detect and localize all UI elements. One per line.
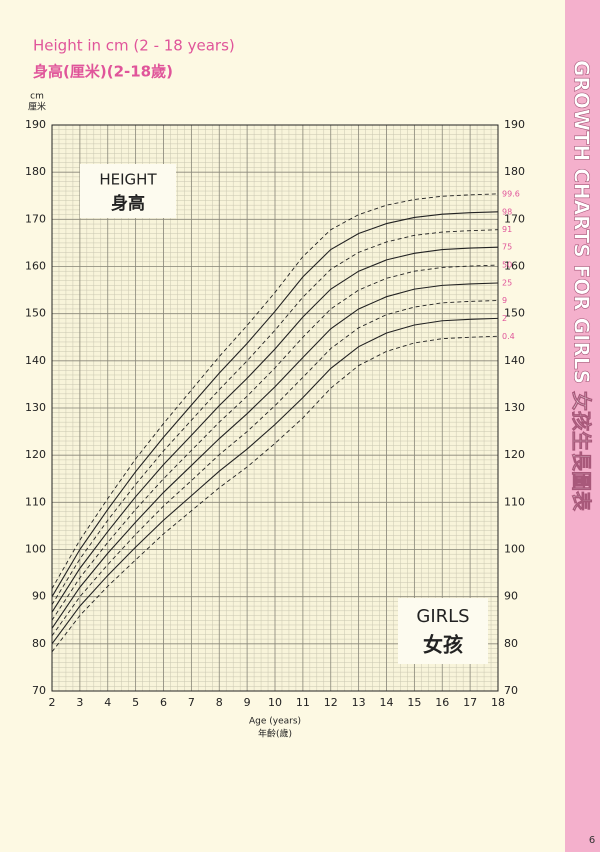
y-tick-label-right: 130 [504, 401, 525, 414]
x-label: Age (years) [249, 717, 301, 727]
y-tick-label: 80 [32, 637, 46, 650]
x-tick-label: 16 [435, 696, 449, 709]
x-tick-label: 18 [491, 696, 505, 709]
x-tick-label: 10 [268, 696, 282, 709]
x-tick-label: 15 [407, 696, 421, 709]
y-tick-label: 180 [25, 165, 46, 178]
percentile-label: 98 [502, 207, 512, 216]
chart-title: Height in cm (2 - 18 years) [33, 37, 235, 55]
x-tick-label: 2 [49, 696, 56, 709]
x-tick-label: 4 [104, 696, 111, 709]
plot-border [51, 124, 499, 692]
x-tick-label: 9 [244, 696, 251, 709]
percentile-label: 75 [502, 243, 512, 252]
side-title: GROWTH CHARTS FOR GIRLS 女孩生長圖表 [570, 60, 594, 512]
sex-label-zh: 女孩 [423, 633, 463, 657]
x-tick-label: 6 [160, 696, 167, 709]
y-tick-label-right: 100 [504, 543, 525, 556]
y-tick-label-right: 140 [504, 354, 525, 367]
x-tick-label: 5 [132, 696, 139, 709]
percentile-line [51, 300, 499, 637]
y-tick-label: 140 [25, 354, 46, 367]
x-tick-label: 17 [463, 696, 477, 709]
y-tick-label-right: 160 [504, 260, 525, 273]
percentile-label: 9 [502, 296, 507, 305]
y-tick-label: 190 [25, 118, 46, 131]
x-tick-label: 11 [296, 696, 310, 709]
y-tick-label: 110 [25, 495, 46, 508]
y-tick-label-right: 110 [504, 495, 525, 508]
y-tick-label-right: 150 [504, 307, 525, 320]
y-tick-label-right: 90 [504, 590, 518, 603]
y-tick-label: 70 [32, 684, 46, 697]
y-tick-label: 150 [25, 307, 46, 320]
y-tick-label-right: 120 [504, 448, 525, 461]
percentile-line [51, 335, 499, 653]
y-tick-label-right: 180 [504, 165, 525, 178]
x-tick-label: 12 [324, 696, 338, 709]
x-tick-label: 14 [380, 696, 394, 709]
y-tick-label-right: 190 [504, 118, 525, 131]
percentile-line [51, 264, 499, 621]
y-tick-label: 170 [25, 212, 46, 225]
percentile-label: 91 [502, 225, 512, 234]
x-tick-label: 3 [76, 696, 83, 709]
sidebar [565, 0, 600, 852]
y-tick-label-right: 170 [504, 212, 525, 225]
y-tick-label: 100 [25, 543, 46, 556]
percentile-label: 2 [502, 314, 507, 323]
y-tick-label-right: 80 [504, 637, 518, 650]
box-label-zh: 身高 [111, 193, 145, 214]
percentile-label: 25 [502, 279, 512, 288]
percentile-line [51, 246, 499, 613]
percentile-line [51, 211, 499, 597]
box-label: HEIGHT [99, 171, 157, 189]
y-unit-zh: 厘米 [28, 101, 46, 113]
girls-box [398, 598, 488, 664]
x-tick-label: 13 [352, 696, 366, 709]
sex-label: GIRLS [416, 606, 469, 627]
y-unit: cm [30, 92, 44, 102]
x-tick-label: 8 [216, 696, 223, 709]
percentile-line [51, 193, 499, 589]
percentile-label: 99.6 [502, 189, 520, 198]
percentile-line [51, 282, 499, 629]
y-tick-label-right: 70 [504, 684, 518, 697]
page-number: 6 [589, 835, 595, 846]
height-box [80, 164, 176, 218]
percentile-label: 50 [502, 261, 512, 270]
chart-subtitle: 身高(厘米)(2-18歲) [33, 63, 173, 81]
plot: 70 70 80 80 90 90 100 100 110 110 120 120 130 130 140 1… [25, 118, 525, 709]
x-label-zh: 年齡(歲) [258, 728, 292, 740]
percentile-label: 0.4 [502, 332, 515, 341]
percentile-line [51, 317, 499, 645]
y-tick-label: 90 [32, 590, 46, 603]
y-tick-label: 160 [25, 260, 46, 273]
x-tick-label: 7 [188, 696, 195, 709]
y-tick-label: 120 [25, 448, 46, 461]
y-tick-label: 130 [25, 401, 46, 414]
